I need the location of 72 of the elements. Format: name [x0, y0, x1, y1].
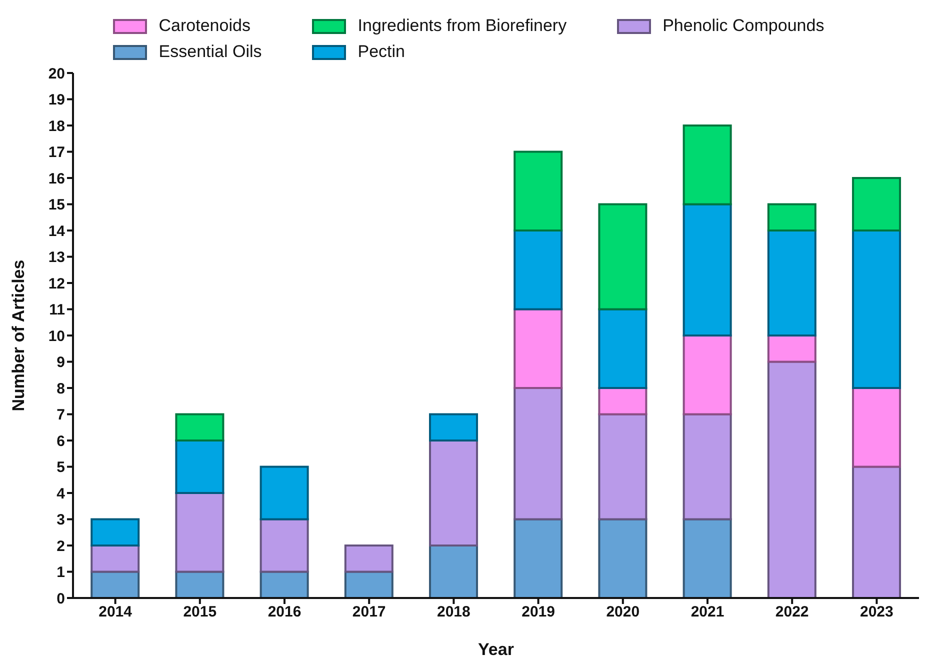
bar — [682, 413, 732, 520]
x-tick-label: 2022 — [775, 604, 809, 621]
y-tick-label: 1 — [56, 564, 65, 582]
y-tick-label: 5 — [56, 459, 65, 476]
y-tick-label: 11 — [49, 302, 65, 319]
bar — [429, 544, 478, 598]
bar — [852, 387, 902, 468]
y-tick-label: 20 — [48, 65, 65, 82]
y-tick-label: 10 — [48, 328, 65, 345]
y-tick-label: 13 — [48, 249, 65, 266]
y-tick-label: 18 — [48, 118, 65, 135]
bar — [767, 203, 816, 232]
y-tick-label: 14 — [48, 222, 66, 240]
bar — [260, 466, 309, 520]
bar — [852, 230, 902, 389]
bar — [260, 518, 309, 573]
bar — [598, 387, 648, 416]
bar — [767, 230, 816, 336]
bar — [514, 308, 563, 389]
bar — [852, 466, 902, 598]
bar — [682, 124, 732, 206]
x-tick-label: 2014 — [98, 604, 133, 621]
bar — [682, 518, 732, 598]
y-tick-label: 4 — [56, 485, 66, 502]
bar — [514, 387, 563, 520]
y-tick-label: 8 — [56, 380, 65, 398]
legend-label: Carotenoids — [158, 16, 250, 36]
y-tick-label: 12 — [48, 275, 65, 292]
bar — [514, 230, 563, 310]
x-tick-label: 2015 — [183, 604, 217, 621]
bar — [682, 334, 732, 416]
y-tick-label: 19 — [48, 92, 65, 109]
y-tick-label: 16 — [48, 170, 65, 188]
legend-label: Phenolic Compounds — [662, 16, 824, 36]
bar — [598, 413, 648, 520]
x-tick-label: 2023 — [860, 604, 894, 621]
x-axis-title: Year — [478, 640, 514, 659]
x-tick-label: 2017 — [352, 604, 386, 621]
x-tick-label: 2019 — [522, 604, 555, 621]
bar — [175, 440, 224, 494]
bar — [514, 518, 563, 598]
y-tick-label: 9 — [56, 354, 65, 372]
bar — [598, 308, 648, 389]
bar — [852, 177, 902, 232]
legend-label: Pectin — [358, 42, 406, 62]
y-tick-label: 2 — [56, 538, 65, 555]
bar — [682, 203, 732, 336]
bar — [598, 203, 648, 310]
x-tick-label: 2020 — [606, 604, 640, 621]
bar — [514, 150, 563, 232]
x-tick-label: 2018 — [437, 604, 470, 621]
x-tick-label: 2016 — [268, 604, 302, 621]
y-tick-label: 3 — [56, 512, 65, 529]
bar — [429, 413, 478, 442]
y-tick-label: 0 — [56, 590, 65, 608]
y-tick-label: 15 — [48, 196, 65, 214]
bar — [90, 518, 140, 546]
bar — [175, 492, 224, 573]
legend-label: Essential Oils — [158, 42, 262, 62]
y-tick-label: 17 — [48, 144, 65, 162]
bar — [175, 413, 224, 442]
y-axis-title: Number of Articles — [9, 260, 28, 412]
bar — [344, 544, 394, 573]
x-tick-label: 2021 — [690, 604, 724, 621]
legend-label: Ingredients from Biorefinery — [358, 16, 567, 36]
y-tick-label: 7 — [56, 406, 65, 424]
y-tick-label: 6 — [56, 432, 65, 450]
bar — [90, 544, 140, 573]
bar — [767, 360, 816, 598]
bar — [598, 518, 648, 598]
bar — [429, 440, 478, 546]
bar — [767, 334, 816, 363]
